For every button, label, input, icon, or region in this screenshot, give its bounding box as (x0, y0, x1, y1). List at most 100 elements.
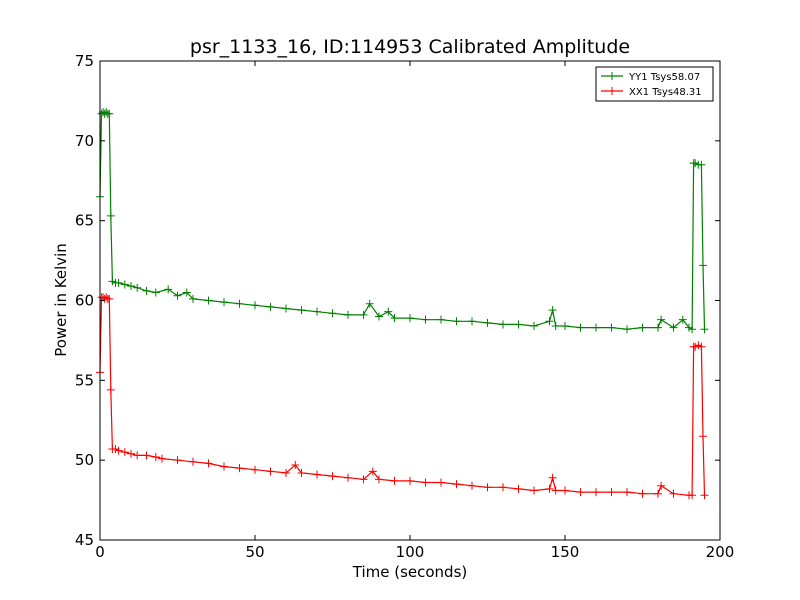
data-point (406, 476, 414, 485)
legend-label: XX1 Tsys48.31 (629, 87, 702, 98)
data-point (545, 484, 554, 493)
data-point (106, 211, 115, 220)
data-point (344, 473, 352, 482)
data-point (551, 486, 560, 495)
data-point (133, 283, 142, 292)
data-point (548, 306, 557, 315)
data-point (561, 486, 569, 495)
data-point (291, 460, 300, 469)
data-point (189, 294, 197, 303)
data-point (638, 323, 647, 332)
data-point (530, 486, 538, 495)
data-point (483, 318, 492, 327)
data-point (120, 448, 129, 457)
data-point (514, 484, 523, 493)
data-point (313, 470, 321, 479)
data-point (437, 315, 445, 324)
y-tick-label: 45 (75, 531, 94, 549)
data-point (105, 109, 114, 118)
data-point (623, 488, 631, 497)
data-point (669, 489, 678, 498)
data-point (548, 473, 557, 482)
data-point (390, 476, 399, 485)
data-point (114, 446, 123, 455)
data-point (365, 299, 374, 308)
data-point (698, 261, 707, 270)
data-point (182, 288, 191, 297)
legend-marker (608, 72, 616, 80)
y-axis: 45 50 55 60 65 70 75 (75, 52, 720, 549)
x-axis: 0 50 100 150 200 (95, 61, 734, 561)
data-point (545, 317, 554, 326)
data-point (114, 278, 123, 287)
data-point (654, 323, 662, 332)
data-point (235, 299, 244, 308)
data-point (164, 285, 173, 294)
data-point (359, 475, 368, 484)
data-point (421, 315, 430, 324)
data-point (204, 459, 213, 468)
data-point (499, 320, 507, 329)
data-point (359, 310, 368, 319)
data-point (697, 160, 706, 169)
data-point (638, 489, 647, 498)
plot-area (96, 60, 721, 541)
series-1 (96, 293, 709, 500)
data-point (592, 488, 600, 497)
data-point (483, 483, 492, 492)
data-point (173, 456, 182, 465)
data-point (173, 291, 182, 300)
data-point (266, 467, 275, 476)
data-point (468, 317, 476, 326)
data-point (551, 322, 560, 331)
data-point (561, 322, 569, 331)
y-tick-label: 75 (75, 52, 94, 70)
data-point (576, 488, 585, 497)
data-point (328, 309, 337, 318)
x-tick-label: 0 (95, 543, 105, 561)
data-point (105, 294, 114, 303)
data-point (344, 310, 352, 319)
chart-title: psr_1133_16, ID:114953 Calibrated Amplit… (190, 36, 630, 58)
data-point (368, 467, 377, 476)
data-point (127, 449, 135, 458)
data-point (452, 317, 461, 326)
data-point (390, 314, 399, 323)
data-point (158, 454, 166, 463)
data-point (151, 288, 160, 297)
data-point (623, 325, 631, 334)
data-point (142, 451, 151, 460)
y-tick-label: 60 (75, 292, 94, 310)
data-point (297, 468, 306, 477)
data-point (406, 314, 414, 323)
y-axis-label: Power in Kelvin (52, 243, 70, 357)
x-tick-label: 200 (706, 543, 735, 561)
data-point (266, 302, 275, 311)
data-point (530, 322, 538, 331)
data-point (700, 491, 709, 500)
data-point (133, 451, 142, 460)
y-tick-label: 65 (75, 212, 94, 230)
x-tick-label: 50 (245, 543, 264, 561)
legend: YY1 Tsys58.07 XX1 Tsys48.31 (595, 66, 714, 102)
data-point (106, 385, 115, 394)
data-point (697, 342, 706, 351)
data-point (142, 286, 151, 295)
data-point (127, 282, 135, 291)
data-point (607, 488, 616, 497)
data-point (700, 325, 709, 334)
data-point (698, 432, 707, 441)
y-tick-label: 70 (75, 132, 94, 150)
data-point (607, 323, 616, 332)
x-tick-label: 100 (396, 543, 425, 561)
data-point (514, 320, 523, 329)
x-tick-label: 150 (551, 543, 580, 561)
y-tick-label: 50 (75, 451, 94, 469)
data-point (437, 478, 445, 487)
data-point (375, 475, 383, 484)
x-axis-label: Time (seconds) (352, 563, 468, 581)
data-point (688, 325, 697, 334)
data-point (282, 304, 290, 313)
data-point (328, 472, 337, 481)
data-point (251, 465, 259, 474)
